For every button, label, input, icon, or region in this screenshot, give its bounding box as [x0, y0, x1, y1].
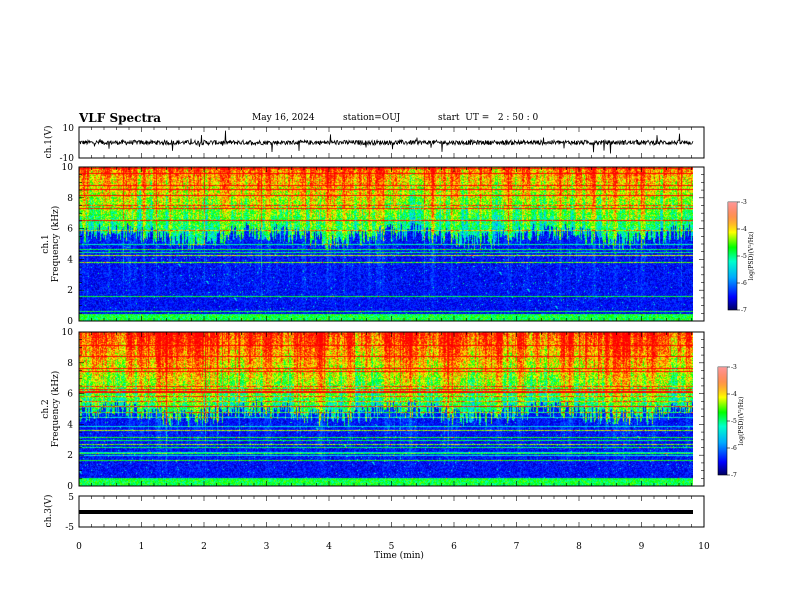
colorbar-tick-label: -3	[731, 364, 737, 371]
colorbar-tick-label: -6	[731, 445, 737, 452]
ch1-spectrogram-xticks	[78, 167, 705, 321]
station-label: station=OUJ	[343, 113, 401, 123]
colorbar-tick-label: -6	[741, 280, 747, 287]
ch2-colorbar-fade	[718, 367, 727, 397]
ch1-waveform-line	[78, 130, 694, 154]
ch3-panel: 5 -5 ch.3(V)	[43, 493, 705, 533]
ch1-ytick-bottom: -10	[60, 154, 75, 164]
colorbar-tick-label: -5	[731, 418, 737, 425]
ch3-waveform-line	[79, 510, 693, 514]
start-time-label: start UT = 2 : 50 : 0	[438, 113, 539, 123]
y-tick-label: 8	[67, 359, 73, 369]
ch2-spectrogram-yticks: 0 2 4 6 8 10	[62, 328, 704, 492]
colorbar-tick-label: -5	[741, 253, 747, 260]
colorbar-tick-label: -7	[731, 472, 737, 479]
ch2-spectrogram-xticks	[78, 332, 705, 486]
x-tick-label: 6	[451, 542, 457, 552]
x-tick-label: 2	[201, 542, 207, 552]
x-tick-label: 10	[698, 542, 710, 552]
y-tick-label: 10	[62, 328, 74, 338]
x-tick-label: 9	[639, 542, 645, 552]
ch2-colorbar-label: log(PSD)(V²/Hz)	[738, 397, 745, 446]
y-tick-label: 6	[67, 390, 73, 400]
x-axis-tick-labels: 0 1 2 3 4 5 6 7 8 9 10	[76, 542, 710, 552]
ch3-ytick-top: 5	[68, 493, 74, 503]
ch1-spectrogram-yticks: 0 2 4 6 8 10	[62, 163, 704, 327]
ch1-ylabel: ch.1(V)	[43, 126, 54, 159]
x-tick-label: 8	[576, 542, 582, 552]
y-tick-label: 0	[67, 317, 73, 327]
x-axis-label: Time (min)	[374, 550, 424, 561]
colorbar-tick-label: -4	[741, 226, 747, 233]
ch3-ytick-bottom: -5	[65, 523, 74, 533]
x-tick-label: 5	[389, 542, 395, 552]
ch1-colorbar-ticks: -3 -4 -5 -6 -7	[737, 199, 747, 314]
y-tick-label: 4	[67, 420, 73, 430]
y-tick-label: 8	[67, 194, 73, 204]
ch2-spectrogram-ylabel-channel: ch.2	[41, 399, 51, 418]
colorbar-tick-label: -3	[741, 199, 747, 206]
ch2-spectrogram-image	[79, 332, 693, 486]
y-tick-label: 10	[62, 163, 74, 173]
x-tick-label: 7	[514, 542, 520, 552]
ch1-xticks	[78, 127, 705, 158]
x-tick-label: 1	[139, 542, 145, 552]
plot-title: VLF Spectra	[79, 111, 162, 125]
ch1-colorbar-label: log(PSD)(V²/Hz)	[748, 232, 755, 281]
ch1-panel: 10 -10 ch.1(V)	[43, 124, 705, 164]
y-tick-label: 2	[67, 286, 73, 296]
y-tick-label: 4	[67, 255, 73, 265]
date-label: May 16, 2024	[252, 113, 315, 123]
y-tick-label: 0	[67, 482, 73, 492]
colorbar-tick-label: -4	[731, 391, 737, 398]
y-tick-label: 2	[67, 451, 73, 461]
y-tick-label: 6	[67, 225, 73, 235]
x-tick-label: 0	[76, 542, 82, 552]
x-tick-label: 4	[326, 542, 332, 552]
ch1-ytick-top: 10	[63, 124, 75, 134]
ch3-ylabel: ch.3(V)	[43, 495, 54, 528]
ch2-colorbar-ticks: -3 -4 -5 -6 -7	[727, 364, 737, 479]
ch1-spectrogram-ylabel-freq: Frequency (kHz)	[50, 206, 61, 283]
ch3-xticks	[78, 496, 705, 527]
x-tick-label: 3	[264, 542, 270, 552]
ch1-colorbar-fade	[728, 202, 737, 232]
ch2-spectrogram-ylabel-freq: Frequency (kHz)	[50, 371, 61, 448]
ch1-spectrogram-image	[79, 167, 693, 321]
ch1-spectrogram-ylabel-channel: ch.1	[41, 234, 51, 253]
colorbar-tick-label: -7	[741, 307, 747, 314]
